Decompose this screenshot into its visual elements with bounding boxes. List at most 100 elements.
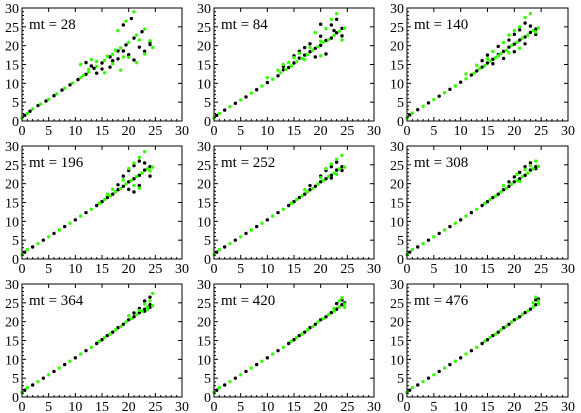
data-point xyxy=(249,91,254,95)
data-point xyxy=(426,376,431,380)
data-point xyxy=(318,54,323,58)
y-tick-label: 25 xyxy=(390,21,404,36)
y-tick-label: 15 xyxy=(390,59,404,74)
data-point xyxy=(329,162,334,166)
data-point xyxy=(509,182,514,186)
data-point xyxy=(520,174,525,179)
data-point xyxy=(132,190,136,194)
data-point xyxy=(518,315,522,319)
panel-9-points xyxy=(405,295,541,395)
x-tick-label: 30 xyxy=(175,400,189,413)
data-point xyxy=(244,231,248,236)
data-point xyxy=(217,385,222,390)
data-point xyxy=(523,15,527,20)
data-point xyxy=(292,56,296,60)
data-point xyxy=(515,316,519,321)
data-point xyxy=(142,299,147,303)
data-point xyxy=(132,311,136,315)
data-point xyxy=(84,60,88,65)
y-tick-label: 0 xyxy=(204,391,211,406)
data-point xyxy=(534,303,538,307)
data-point xyxy=(518,38,522,42)
data-point xyxy=(318,22,323,26)
x-tick-label: 15 xyxy=(287,124,301,139)
data-point xyxy=(308,45,312,50)
data-point xyxy=(334,157,339,161)
data-point xyxy=(340,34,344,38)
data-point xyxy=(499,51,503,56)
data-point xyxy=(281,345,286,349)
y-tick-label: 25 xyxy=(197,297,211,312)
y-tick-label: 20 xyxy=(5,178,19,193)
panel-label: mt = 196 xyxy=(29,155,84,171)
panel-8-points xyxy=(212,296,347,395)
y-tick-label: 10 xyxy=(390,77,404,92)
data-point xyxy=(297,51,302,55)
data-point xyxy=(534,295,538,299)
data-point xyxy=(515,40,519,44)
data-point xyxy=(332,306,336,311)
data-point xyxy=(57,228,62,232)
data-point xyxy=(142,52,147,56)
data-point xyxy=(25,111,30,116)
data-point xyxy=(84,72,88,76)
data-point xyxy=(68,221,72,225)
data-point xyxy=(480,203,484,208)
data-point xyxy=(100,67,104,71)
data-point xyxy=(126,187,131,192)
data-point xyxy=(523,21,527,25)
data-point xyxy=(217,247,222,252)
data-point xyxy=(528,161,533,165)
data-point xyxy=(126,40,131,44)
data-point xyxy=(57,366,62,370)
data-point xyxy=(523,173,527,178)
data-point xyxy=(534,166,538,171)
y-tick-label: 5 xyxy=(204,96,211,111)
data-point xyxy=(254,88,259,92)
data-point xyxy=(297,56,302,60)
data-point xyxy=(126,318,131,322)
data-point xyxy=(108,194,112,198)
data-point xyxy=(38,102,43,106)
data-point xyxy=(528,24,533,28)
panel-label: mt = 252 xyxy=(221,155,275,171)
data-point xyxy=(145,307,150,312)
data-point xyxy=(108,55,112,59)
data-point xyxy=(289,201,294,205)
data-point xyxy=(126,55,131,60)
data-point xyxy=(410,111,415,115)
data-point xyxy=(41,376,46,380)
y-tick-label: 15 xyxy=(197,59,211,74)
data-point xyxy=(313,30,318,35)
data-point xyxy=(108,65,112,69)
y-tick-label: 30 xyxy=(5,278,19,293)
data-point xyxy=(324,38,328,43)
data-point xyxy=(432,373,436,377)
data-point xyxy=(132,161,136,165)
y-tick-label: 20 xyxy=(197,178,211,193)
data-point xyxy=(308,183,312,188)
data-point xyxy=(68,359,72,363)
data-point xyxy=(507,184,511,188)
data-point xyxy=(507,51,511,55)
data-point xyxy=(148,305,152,310)
data-point xyxy=(437,369,441,374)
y-tick-label: 30 xyxy=(197,278,211,293)
x-tick-label: 10 xyxy=(454,124,468,139)
data-point xyxy=(113,190,118,194)
data-point xyxy=(324,177,328,181)
data-point xyxy=(286,60,291,65)
data-point xyxy=(137,38,142,42)
data-point xyxy=(504,324,508,329)
data-point xyxy=(507,180,511,184)
data-point xyxy=(148,165,152,169)
data-point xyxy=(134,33,139,37)
data-point xyxy=(518,25,522,29)
data-point xyxy=(416,245,420,249)
data-point xyxy=(464,72,468,76)
data-point xyxy=(97,339,102,343)
data-point xyxy=(121,55,126,59)
data-point xyxy=(276,68,280,72)
data-point xyxy=(46,373,51,377)
data-point xyxy=(512,32,517,37)
